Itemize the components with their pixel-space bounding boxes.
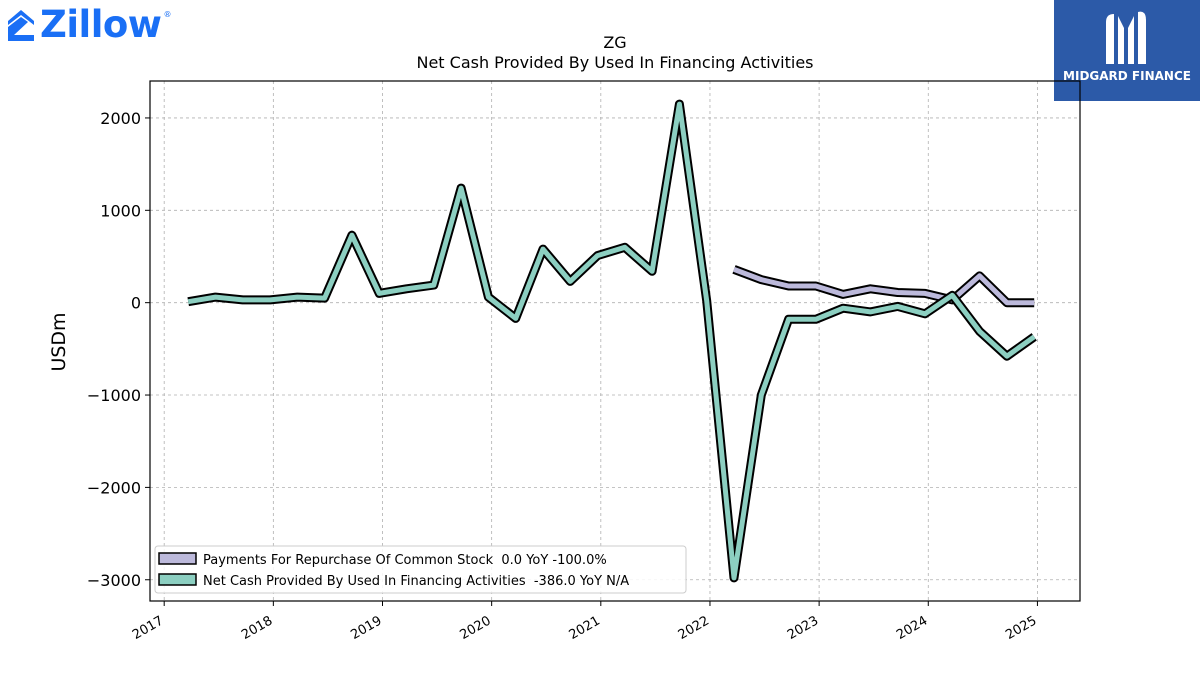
midgard-finance-logo: MIDGARD FINANCE — [1054, 0, 1200, 101]
series-line-repurchase — [733, 267, 1035, 306]
zillow-wordmark: Zillow — [40, 2, 162, 46]
chart-subtitle: Net Cash Provided By Used In Financing A… — [416, 53, 813, 72]
midgard-monogram-icon — [1106, 11, 1146, 64]
legend-swatch-repurchase — [158, 552, 197, 565]
legend-frame — [154, 545, 687, 594]
y-tick-label: 1000 — [100, 201, 141, 220]
grid-lines — [150, 81, 1080, 601]
y-axis-label: USDm — [48, 312, 70, 371]
x-tick-label: 2024 — [894, 613, 930, 643]
legend: Payments For Repurchase Of Common Stock … — [154, 545, 687, 594]
zillow-logo: Zillow ® — [4, 2, 172, 46]
series-line-financing-outline — [187, 99, 1037, 583]
y-axis-ticks: −3000 −2000 −1000 0 1000 2000 — [87, 109, 150, 590]
x-tick-label: 2021 — [567, 613, 603, 643]
legend-swatch-financing — [158, 573, 197, 586]
y-tick-label: −1000 — [87, 386, 141, 405]
chart-title: ZG — [603, 33, 626, 52]
x-tick-label: 2019 — [348, 613, 384, 643]
x-tick-label: 2022 — [676, 613, 712, 643]
y-tick-label: −2000 — [87, 478, 141, 497]
zillow-house-icon — [8, 10, 34, 41]
y-tick-label: 0 — [131, 294, 141, 313]
y-tick-label: −3000 — [87, 571, 141, 590]
x-tick-label: 2020 — [457, 613, 493, 643]
legend-label-financing: Net Cash Provided By Used In Financing A… — [203, 574, 629, 589]
x-tick-label: 2025 — [1003, 613, 1039, 643]
midgard-finance-wordmark: MIDGARD FINANCE — [1063, 69, 1191, 83]
legend-label-repurchase: Payments For Repurchase Of Common Stock … — [203, 553, 607, 568]
x-tick-label: 2023 — [785, 613, 821, 643]
series-line-financing — [187, 101, 1036, 581]
x-axis-ticks: 2017 2018 2019 2020 2021 2022 2023 2024 2025 — [130, 601, 1039, 643]
series-layer — [187, 99, 1037, 583]
zillow-registered-mark: ® — [163, 10, 172, 19]
plot-area-frame — [149, 80, 1081, 602]
y-tick-label: 2000 — [100, 109, 141, 128]
x-tick-label: 2018 — [239, 613, 275, 643]
x-tick-label: 2017 — [130, 613, 166, 643]
